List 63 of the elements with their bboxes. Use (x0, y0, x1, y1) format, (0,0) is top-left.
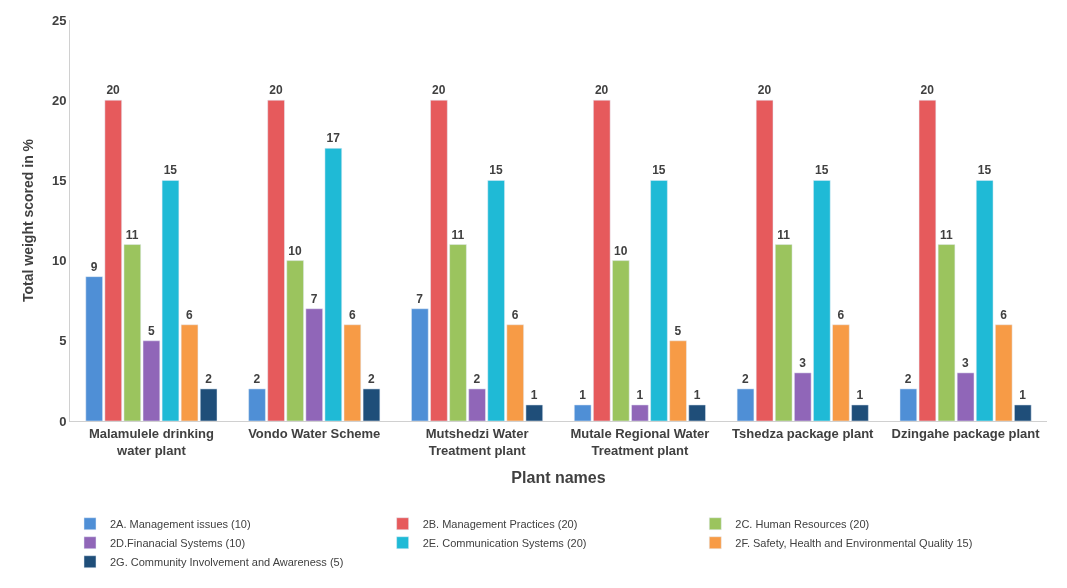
x-tick-label: Tshedza package plant (732, 425, 875, 441)
data-label: 11 (940, 227, 954, 242)
data-label: 15 (652, 163, 666, 178)
data-label: 1 (1019, 387, 1027, 402)
data-label: 15 (489, 163, 503, 178)
data-label: 3 (799, 355, 807, 370)
data-label: 6 (837, 307, 845, 322)
data-label: 7 (310, 291, 318, 306)
data-label: 5 (674, 323, 682, 338)
y-tick-label: 0 (59, 413, 67, 429)
x-tick-label: Malamulele drinking water plant (88, 425, 214, 458)
data-label: 5 (147, 323, 155, 338)
data-label: 2 (742, 371, 750, 386)
x-axis-title: Plant names (511, 469, 606, 487)
y-tick-label: 25 (51, 12, 67, 28)
data-label: 20 (269, 83, 283, 98)
data-label: 6 (511, 307, 519, 322)
data-label: 20 (594, 83, 609, 98)
data-label: 20 (757, 83, 772, 98)
x-tick-label: Vondo Water Scheme (248, 425, 381, 441)
legend-label: 2B. Management Practices (20) (422, 518, 578, 531)
data-label: 2 (253, 371, 261, 386)
legend-label: 2E. Communication Systems (20) (422, 537, 587, 550)
data-label: 6 (348, 307, 356, 322)
data-label: 20 (106, 83, 121, 98)
data-label: 11 (777, 227, 791, 242)
data-label: 2 (473, 371, 481, 386)
data-label: 1 (579, 387, 587, 402)
legend-label: 2F. Safety, Health and Environmental Quality 15) (735, 537, 973, 550)
data-label: 2 (367, 371, 375, 386)
y-tick-label: 20 (51, 92, 67, 108)
data-label: 15 (977, 163, 992, 178)
data-label: 6 (186, 307, 194, 322)
data-label: 11 (125, 227, 139, 242)
data-label: 17 (326, 131, 341, 146)
legend-label: 2G. Community Involvement and Awareness (5) (110, 556, 344, 569)
data-label: 20 (920, 83, 935, 98)
data-label: 9 (90, 259, 98, 274)
legend-label: 2A. Management issues (10) (110, 518, 251, 531)
data-label: 20 (432, 83, 446, 98)
y-tick-label: 15 (51, 172, 67, 188)
x-tick-label: Mutale Regional Water Treatment plant (570, 425, 710, 458)
x-tick-label: Dzingahe package plant (891, 425, 1041, 441)
data-label: 15 (163, 163, 178, 178)
data-label: 6 (1000, 307, 1008, 322)
data-label: 11 (451, 227, 465, 242)
y-tick-label: 5 (59, 333, 67, 349)
data-label: 10 (288, 243, 303, 258)
data-label: 15 (814, 163, 829, 178)
data-label: 2 (205, 371, 213, 386)
data-label: 1 (856, 387, 864, 402)
data-label: 3 (962, 355, 970, 370)
data-label: 2 (904, 371, 912, 386)
data-label: 7 (416, 291, 424, 306)
data-label: 1 (636, 387, 644, 402)
legend-label: 2D.Finanacial Systems (10) (110, 537, 246, 550)
x-tick-label: Mutshedzi Water Treatment plant (425, 425, 529, 458)
data-label: 1 (530, 387, 538, 402)
data-label: 1 (693, 387, 701, 402)
y-tick-label: 10 (51, 253, 67, 269)
data-label: 10 (614, 243, 628, 258)
legend-label: 2C. Human Resources (20) (735, 518, 870, 531)
y-axis-title: Total weight scored in % (19, 138, 36, 303)
